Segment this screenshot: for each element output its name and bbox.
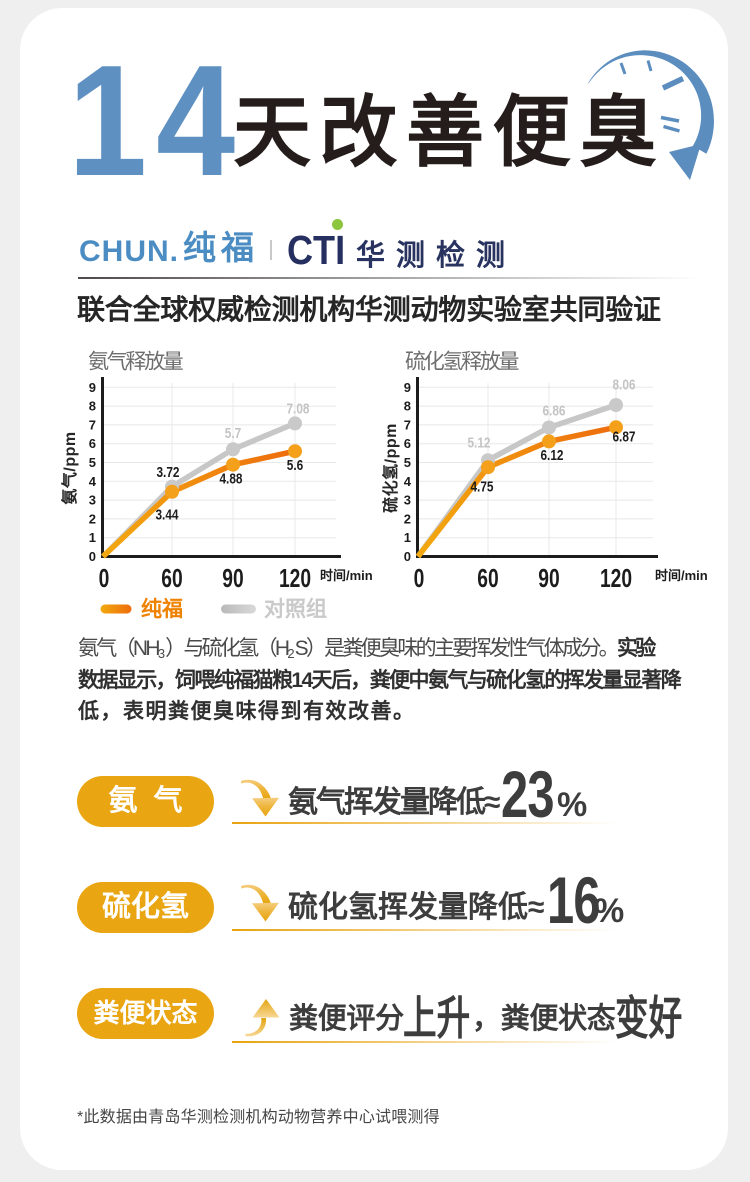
svg-text:8.06: 8.06 <box>612 376 635 393</box>
svg-text:9: 9 <box>89 380 96 395</box>
svg-text:纯福: 纯福 <box>141 597 183 621</box>
svg-text:5: 5 <box>404 455 411 470</box>
svg-text:1: 1 <box>89 530 96 545</box>
svg-text:6.12: 6.12 <box>540 447 563 464</box>
svg-text:6.86: 6.86 <box>542 402 565 419</box>
svg-text:硫化氢释放量: 硫化氢释放量 <box>405 351 519 374</box>
svg-text:6.87: 6.87 <box>612 428 635 445</box>
svg-text:时间/min: 时间/min <box>320 568 373 583</box>
svg-text:3: 3 <box>404 493 411 508</box>
svg-text:6: 6 <box>404 436 411 451</box>
svg-text:0: 0 <box>414 563 425 593</box>
svg-text:7: 7 <box>404 417 411 432</box>
svg-text:时间/min: 时间/min <box>655 568 708 583</box>
svg-text:4.75: 4.75 <box>470 478 493 495</box>
svg-text:氨气释放量: 氨气释放量 <box>88 351 184 374</box>
svg-text:9: 9 <box>404 380 411 395</box>
svg-text:3.44: 3.44 <box>155 506 178 523</box>
svg-text:0: 0 <box>89 549 96 564</box>
svg-text:6: 6 <box>89 436 96 451</box>
svg-text:8: 8 <box>404 399 411 414</box>
svg-text:3.72: 3.72 <box>156 464 179 481</box>
svg-text:硫化氢/ppm: 硫化氢/ppm <box>381 423 400 513</box>
svg-text:4: 4 <box>404 474 412 489</box>
svg-text:5.6: 5.6 <box>287 457 304 474</box>
svg-text:7.08: 7.08 <box>286 400 309 417</box>
svg-text:60: 60 <box>477 563 498 593</box>
svg-text:5: 5 <box>89 455 96 470</box>
svg-text:8: 8 <box>89 399 96 414</box>
svg-text:5.12: 5.12 <box>467 434 490 451</box>
svg-text:3: 3 <box>89 493 96 508</box>
svg-text:5.7: 5.7 <box>225 425 241 442</box>
svg-text:4: 4 <box>89 474 97 489</box>
svg-text:2: 2 <box>404 511 411 526</box>
svg-text:120: 120 <box>279 563 311 593</box>
svg-text:1: 1 <box>404 530 411 545</box>
svg-text:120: 120 <box>600 563 632 593</box>
svg-text:2: 2 <box>89 511 96 526</box>
svg-text:7: 7 <box>89 417 96 432</box>
svg-text:氨气/ppm: 氨气/ppm <box>60 431 79 504</box>
svg-text:90: 90 <box>538 563 559 593</box>
svg-text:对照组: 对照组 <box>264 597 327 621</box>
svg-text:4.88: 4.88 <box>219 470 242 487</box>
svg-text:0: 0 <box>99 563 110 593</box>
svg-text:0: 0 <box>404 549 411 564</box>
svg-text:60: 60 <box>161 563 182 593</box>
svg-text:90: 90 <box>222 563 243 593</box>
